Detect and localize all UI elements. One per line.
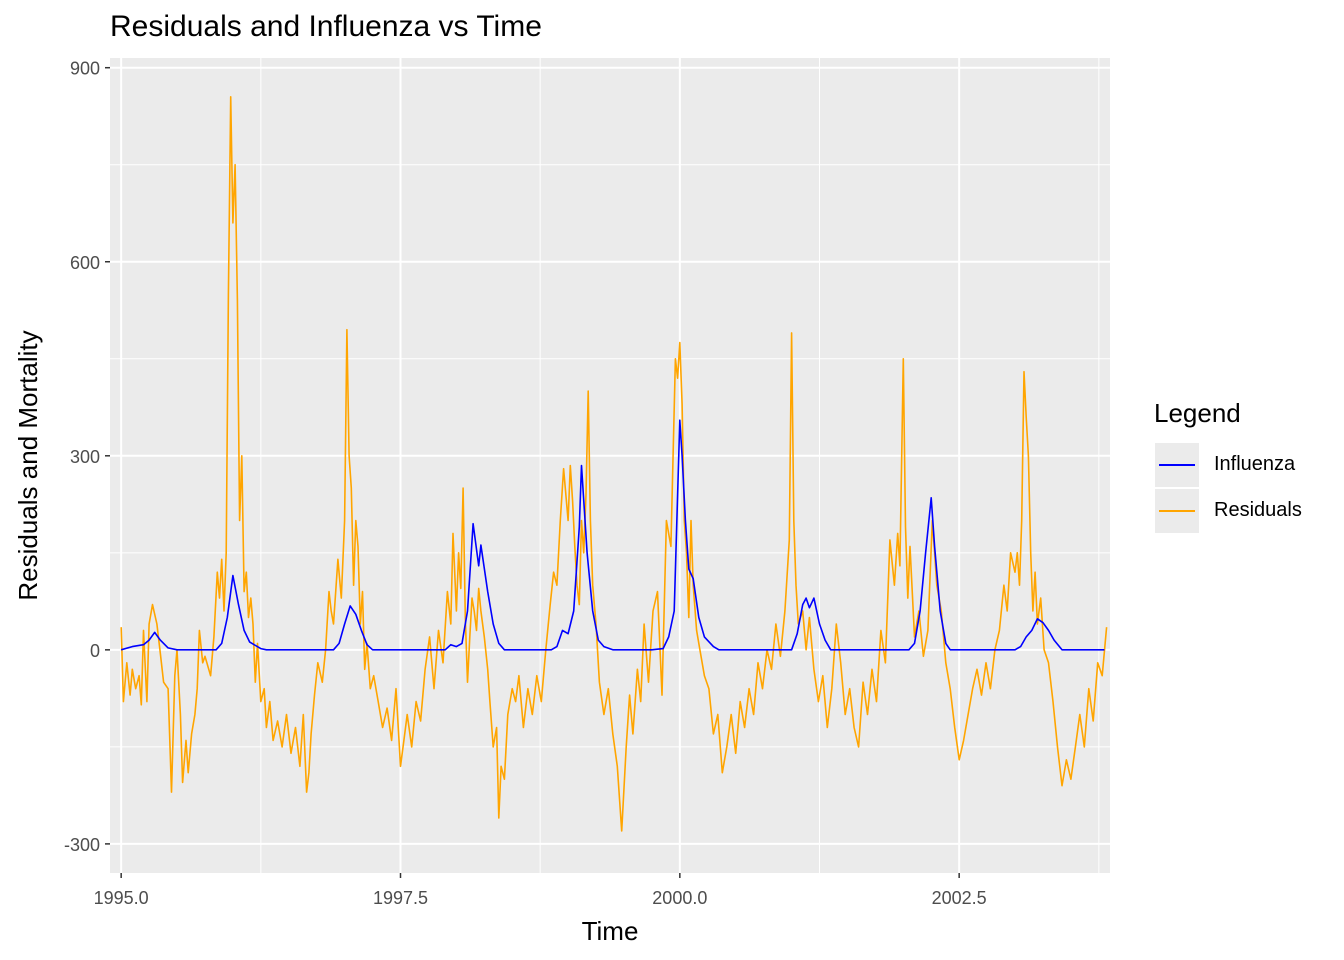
y-axis-label: Residuals and Mortality [13, 330, 43, 600]
legend-swatch [1159, 464, 1195, 466]
x-tick-label: 1995.0 [94, 888, 149, 908]
legend-key-influenza [1155, 443, 1199, 487]
x-axis-label: Time [582, 916, 639, 946]
series-layer [120, 96, 1108, 832]
y-axis: -300 0 300 600 900 [64, 59, 110, 855]
series-line-influenza [120, 419, 1105, 651]
grid-minor [110, 58, 1110, 873]
plot-panel [110, 58, 1110, 873]
series-line-residuals [120, 96, 1108, 832]
x-tick-label: 2000.0 [652, 888, 707, 908]
y-tick-label: 0 [90, 641, 100, 661]
legend-key-residuals [1155, 489, 1199, 533]
legend-label-residuals: Residuals [1214, 499, 1302, 521]
legend-label-influenza: Influenza [1214, 453, 1296, 475]
y-tick-label: 600 [70, 253, 100, 273]
y-tick-label: 900 [70, 59, 100, 79]
x-tick-label: 1997.5 [373, 888, 428, 908]
legend-swatch [1159, 510, 1195, 512]
y-tick-label: -300 [64, 835, 100, 855]
y-tick-label: 300 [70, 447, 100, 467]
chart-title: Residuals and Influenza vs Time [110, 10, 542, 43]
grid-major [110, 58, 1110, 873]
legend-title: Legend [1154, 398, 1241, 428]
x-tick-label: 2002.5 [932, 888, 987, 908]
x-axis: 1995.0 1997.5 2000.0 2002.5 [94, 873, 987, 908]
